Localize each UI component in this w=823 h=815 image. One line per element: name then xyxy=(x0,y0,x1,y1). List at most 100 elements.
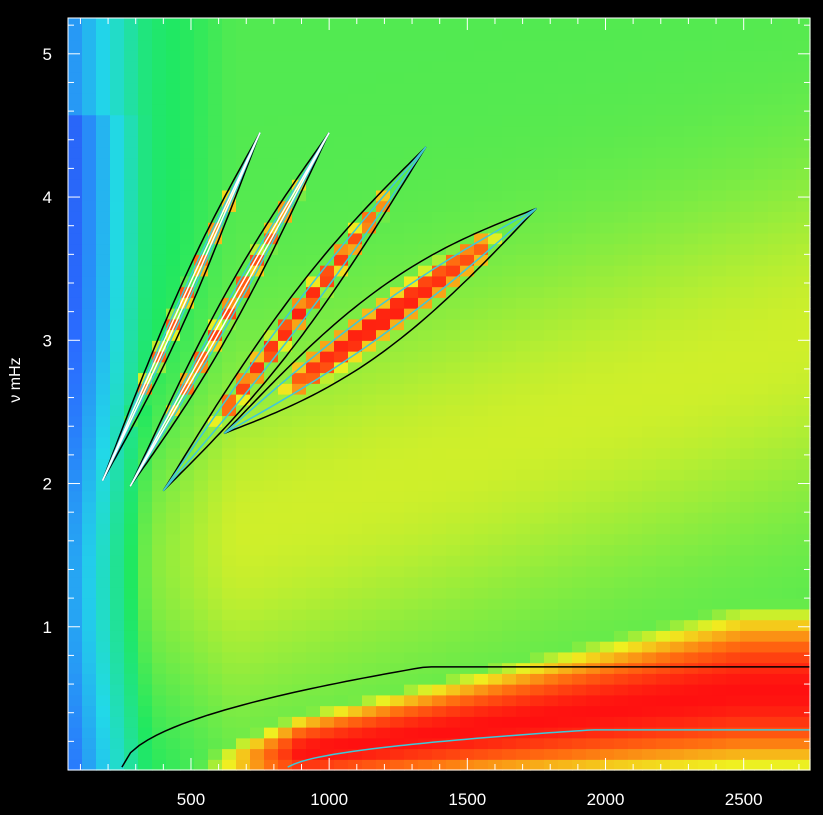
heatmap-cell xyxy=(516,684,531,696)
heatmap-cell xyxy=(614,469,629,481)
heatmap-cell xyxy=(82,286,97,298)
heatmap-cell xyxy=(782,318,797,331)
heatmap-cell xyxy=(152,684,167,696)
heatmap-cell xyxy=(614,168,629,180)
heatmap-cell xyxy=(208,265,223,277)
heatmap-cell xyxy=(488,168,503,180)
heatmap-cell xyxy=(614,136,629,148)
heatmap-cell xyxy=(614,479,629,492)
heatmap-cell xyxy=(796,565,811,578)
heatmap-cell xyxy=(698,372,713,384)
heatmap-cell xyxy=(740,694,755,707)
heatmap-cell xyxy=(698,716,713,728)
heatmap-cell xyxy=(376,50,391,62)
heatmap-cell xyxy=(558,469,573,481)
heatmap-cell xyxy=(194,565,209,578)
heatmap-cell xyxy=(670,576,685,588)
heatmap-cell xyxy=(432,619,447,631)
heatmap-cell xyxy=(600,114,615,127)
heatmap-cell xyxy=(418,82,433,94)
heatmap-cell xyxy=(264,329,279,341)
heatmap-cell xyxy=(782,103,797,116)
heatmap-cell xyxy=(68,39,83,51)
heatmap-cell xyxy=(488,651,503,664)
heatmap-cell xyxy=(264,716,279,728)
heatmap-cell xyxy=(376,286,391,298)
heatmap-cell xyxy=(250,50,265,62)
heatmap-cell xyxy=(306,694,321,707)
heatmap-cell xyxy=(488,243,503,255)
heatmap-cell xyxy=(460,82,475,94)
heatmap-cell xyxy=(460,404,475,417)
heatmap-cell xyxy=(516,630,531,642)
heatmap-cell xyxy=(68,361,83,374)
heatmap-cell xyxy=(670,211,685,223)
heatmap-cell xyxy=(208,759,223,771)
heatmap-cell xyxy=(530,265,545,277)
heatmap-cell xyxy=(726,415,741,427)
heatmap-cell xyxy=(166,544,181,556)
heatmap-cell xyxy=(558,684,573,696)
heatmap-cell xyxy=(278,297,293,309)
heatmap-cell xyxy=(474,28,489,41)
heatmap-cell xyxy=(572,458,587,470)
heatmap-cell xyxy=(124,576,139,588)
heatmap-cell xyxy=(684,157,699,169)
heatmap-cell xyxy=(124,619,139,631)
heatmap-cell xyxy=(376,716,391,728)
heatmap-cell xyxy=(166,286,181,298)
heatmap-cell xyxy=(250,727,265,739)
heatmap-cell xyxy=(166,651,181,664)
heatmap-cell xyxy=(222,394,237,406)
heatmap-cell xyxy=(348,18,363,30)
heatmap-cell xyxy=(782,436,797,449)
heatmap-cell xyxy=(278,673,293,685)
heatmap-cell xyxy=(194,394,209,406)
heatmap-cell xyxy=(698,114,713,127)
heatmap-cell xyxy=(376,522,391,535)
heatmap-cell xyxy=(222,512,237,524)
heatmap-cell xyxy=(782,565,797,578)
heatmap-cell xyxy=(782,684,797,696)
heatmap-cell xyxy=(306,673,321,685)
heatmap-cell xyxy=(600,168,615,180)
heatmap-cell xyxy=(124,308,139,320)
heatmap-cell xyxy=(586,372,601,384)
heatmap-cell xyxy=(628,297,643,309)
heatmap-cell xyxy=(684,103,699,116)
heatmap-cell xyxy=(782,125,797,137)
heatmap-cell xyxy=(572,179,587,191)
heatmap-cell xyxy=(754,748,769,760)
heatmap-cell xyxy=(754,82,769,94)
heatmap-cell xyxy=(124,748,139,760)
heatmap-cell xyxy=(278,684,293,696)
heatmap-cell xyxy=(474,608,489,621)
heatmap-cell xyxy=(796,533,811,545)
heatmap-cell xyxy=(362,179,377,191)
heatmap-cell xyxy=(656,619,671,631)
heatmap-cell xyxy=(726,189,741,202)
heatmap-cell xyxy=(544,222,559,234)
heatmap-cell xyxy=(250,426,265,438)
heatmap-cell xyxy=(320,103,335,116)
heatmap-cell xyxy=(376,576,391,588)
heatmap-cell xyxy=(278,737,293,750)
heatmap-cell xyxy=(82,275,97,288)
heatmap-cell xyxy=(334,533,349,545)
heatmap-cell xyxy=(446,404,461,417)
heatmap-cell xyxy=(768,565,783,578)
heatmap-cell xyxy=(754,404,769,417)
heatmap-cell xyxy=(586,555,601,567)
heatmap-cell xyxy=(110,222,125,234)
heatmap-cell xyxy=(306,479,321,492)
heatmap-cell xyxy=(642,565,657,578)
heatmap-cell xyxy=(656,641,671,653)
heatmap-cell xyxy=(152,168,167,180)
heatmap-cell xyxy=(82,93,97,105)
heatmap-cell xyxy=(152,404,167,417)
heatmap-cell xyxy=(278,501,293,513)
heatmap-cell xyxy=(194,372,209,384)
heatmap-cell xyxy=(460,39,475,51)
heatmap-cell xyxy=(544,136,559,148)
heatmap-cell xyxy=(754,265,769,277)
